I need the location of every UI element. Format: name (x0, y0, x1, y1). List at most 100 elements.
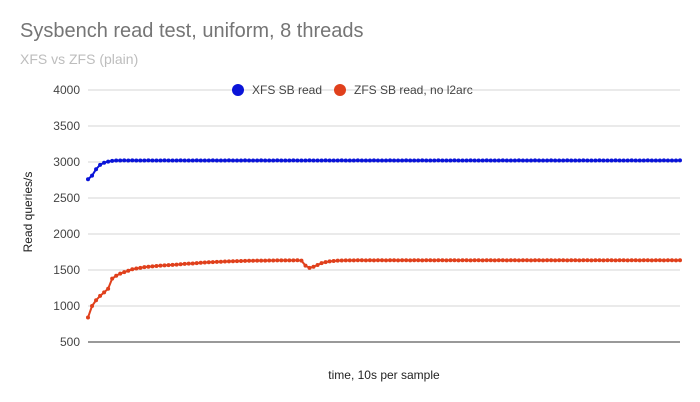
data-point (428, 158, 433, 163)
data-point (259, 258, 264, 263)
data-point (106, 159, 111, 164)
data-point (629, 258, 634, 263)
data-point (665, 158, 670, 163)
data-point (533, 258, 538, 263)
data-point (569, 258, 574, 263)
data-point (255, 258, 260, 263)
data-point (500, 158, 505, 163)
data-point (661, 158, 666, 163)
chart-title: Sysbench read test, uniform, 8 threads (20, 20, 364, 42)
data-point (170, 262, 175, 267)
data-point (371, 158, 376, 163)
data-point (182, 158, 187, 163)
data-point (561, 258, 566, 263)
data-point (428, 258, 433, 263)
data-point (400, 158, 405, 163)
data-point (448, 258, 453, 263)
data-point (569, 158, 574, 163)
data-point (371, 258, 376, 263)
data-point (295, 258, 300, 263)
data-point (222, 158, 227, 163)
data-point (174, 158, 179, 163)
data-point (629, 158, 634, 163)
data-point (303, 158, 308, 163)
data-point (573, 158, 578, 163)
data-point (476, 158, 481, 163)
data-point (416, 258, 421, 263)
data-point (593, 158, 598, 163)
data-point (98, 293, 103, 298)
data-point (585, 158, 590, 163)
legend-marker-xfs (232, 84, 244, 96)
data-point (247, 158, 252, 163)
data-point (299, 258, 304, 263)
data-point (379, 258, 384, 263)
legend-label-zfs: ZFS SB read, no l2arc (354, 83, 473, 97)
data-point (206, 158, 211, 163)
data-point (541, 258, 546, 263)
data-point (516, 258, 521, 263)
data-point (488, 158, 493, 163)
data-point (678, 258, 682, 263)
data-point (299, 158, 304, 163)
data-point (94, 298, 99, 303)
data-point (94, 167, 99, 172)
data-point (512, 158, 517, 163)
data-point (154, 264, 159, 269)
data-point (388, 258, 393, 263)
data-point (484, 258, 489, 263)
data-point (291, 158, 296, 163)
data-point (653, 258, 658, 263)
data-point (496, 158, 501, 163)
data-point (669, 158, 674, 163)
data-point (609, 258, 614, 263)
data-point (162, 263, 167, 268)
data-point (496, 258, 501, 263)
data-point (190, 261, 195, 266)
y-tick-label: 2500 (53, 191, 80, 205)
data-point (432, 158, 437, 163)
data-point (247, 258, 252, 263)
data-point (186, 158, 191, 163)
series-group (86, 158, 682, 320)
data-point (472, 258, 477, 263)
data-point (384, 258, 389, 263)
data-point (508, 158, 513, 163)
data-point (512, 258, 517, 263)
data-point (508, 258, 513, 263)
data-point (424, 158, 429, 163)
data-point (524, 158, 529, 163)
data-point (412, 258, 417, 263)
data-point (291, 258, 296, 263)
data-point (202, 260, 207, 265)
data-point (492, 258, 497, 263)
data-point (351, 158, 356, 163)
data-point (271, 258, 276, 263)
data-point (311, 264, 316, 269)
data-point (198, 260, 203, 265)
data-point (226, 158, 231, 163)
data-point (263, 158, 268, 163)
data-point (384, 158, 389, 163)
data-point (432, 258, 437, 263)
data-point (379, 158, 384, 163)
data-point (142, 265, 147, 270)
data-point (283, 258, 288, 263)
data-point (170, 158, 175, 163)
data-point (484, 158, 489, 163)
data-point (114, 158, 119, 163)
data-point (315, 158, 320, 163)
data-point (669, 258, 674, 263)
data-point (436, 158, 441, 163)
series-0 (86, 158, 682, 182)
data-point (255, 158, 260, 163)
data-point (166, 263, 171, 268)
data-point (613, 258, 618, 263)
data-point (375, 158, 380, 163)
data-point (480, 158, 485, 163)
data-point (524, 258, 529, 263)
data-point (472, 158, 477, 163)
data-point (275, 258, 280, 263)
data-point (263, 258, 268, 263)
legend-marker-zfs (334, 84, 346, 96)
